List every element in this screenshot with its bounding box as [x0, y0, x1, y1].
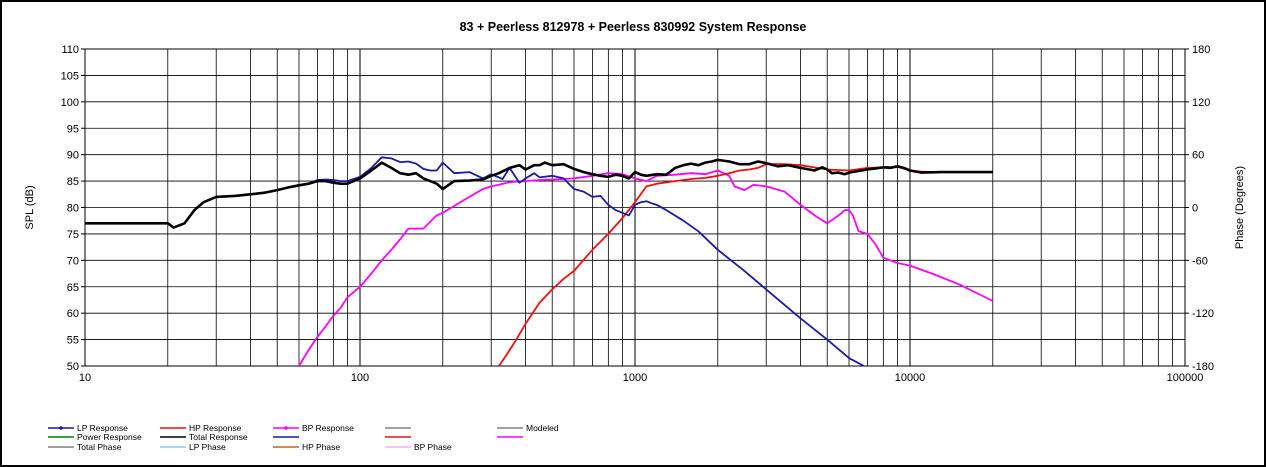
y-tick-label: 60 — [67, 308, 79, 320]
series-bp-response — [298, 169, 994, 366]
x-tick-label: 10 — [79, 372, 91, 384]
gridlines — [85, 48, 1185, 367]
y-tick-label: 70 — [67, 255, 79, 267]
y2-tick-label: 120 — [1192, 97, 1210, 109]
y-tick-label: 105 — [61, 70, 79, 82]
legend-label: LP Response — [77, 423, 128, 433]
legend-label: Modeled — [526, 423, 559, 433]
y-tick-label: 75 — [67, 229, 79, 241]
x-tick-label: 10000 — [895, 372, 926, 384]
legend-marker — [59, 426, 63, 430]
legend-label: HP Phase — [302, 442, 340, 452]
legend-marker — [284, 426, 288, 430]
x-tick-label: 1000 — [623, 372, 647, 384]
y-tick-label: 65 — [67, 282, 79, 294]
y2-tick-label: 60 — [1192, 150, 1204, 162]
y2-tick-label: -120 — [1192, 308, 1214, 320]
y2-tick-label: 0 — [1192, 203, 1198, 215]
legend-label: LP Phase — [189, 442, 226, 452]
legend-label: BP Response — [302, 423, 354, 433]
y-tick-label: 85 — [67, 176, 79, 188]
y-tick-label: 55 — [67, 335, 79, 347]
legend-label: Power Response — [77, 432, 142, 442]
y-tick-label: 110 — [61, 44, 79, 56]
y-tick-label: 80 — [67, 203, 79, 215]
legend-label: Total Response — [189, 432, 248, 442]
y2-tick-label: 180 — [1192, 44, 1210, 56]
x-tick-label: 100000 — [1167, 372, 1204, 384]
legend-label: HP Response — [189, 423, 242, 433]
legend-label: BP Phase — [414, 442, 452, 452]
legend: LP Response HP Response BP Response Modeled… — [48, 423, 559, 452]
series-hp-response — [498, 163, 942, 366]
chart-title: 83 + Peerless 812978 + Peerless 830992 S… — [459, 20, 807, 34]
series-total-response — [85, 158, 993, 229]
y2-axis-label: Phase (Degrees) — [1234, 166, 1246, 249]
y-axis-label: SPL (dB) — [24, 185, 36, 229]
y-tick-label: 100 — [61, 97, 79, 109]
legend-label: Total Phase — [77, 442, 122, 452]
x-tick-label: 100 — [351, 372, 369, 384]
y-tick-label: 95 — [67, 123, 79, 135]
y-tick-label: 50 — [67, 361, 79, 373]
y-tick-label: 90 — [67, 150, 79, 162]
y2-tick-label: -60 — [1192, 255, 1208, 267]
y2-tick-label: -180 — [1192, 361, 1214, 373]
